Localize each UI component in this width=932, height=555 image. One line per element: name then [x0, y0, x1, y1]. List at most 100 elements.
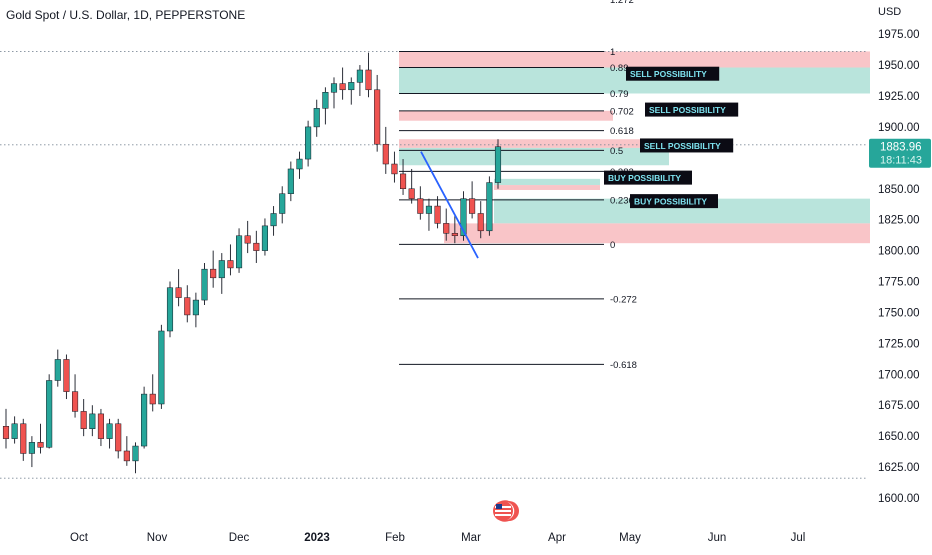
- candle[interactable]: [261, 225, 268, 251]
- candle[interactable]: [123, 450, 130, 462]
- candle[interactable]: [382, 143, 389, 165]
- annotation-label[interactable]: [640, 138, 734, 153]
- candle[interactable]: [330, 83, 338, 93]
- candle[interactable]: [451, 233, 458, 237]
- candle[interactable]: [184, 297, 191, 316]
- candle[interactable]: [287, 168, 294, 194]
- y-tick-label: 1950.00: [878, 60, 920, 72]
- candle[interactable]: [54, 359, 61, 381]
- x-tick-label: Jun: [708, 532, 727, 544]
- annotation-text: BUY POSSIBILITY: [608, 173, 681, 183]
- candle[interactable]: [158, 330, 165, 405]
- candle[interactable]: [20, 423, 27, 454]
- annotation-label[interactable]: [630, 194, 718, 209]
- candle[interactable]: [408, 188, 415, 199]
- candle[interactable]: [106, 423, 113, 439]
- last-price-tag: [869, 138, 931, 168]
- fib-level-label: 0.79: [610, 89, 629, 100]
- candle[interactable]: [115, 423, 122, 452]
- fib-level-label: 0.618: [610, 126, 634, 137]
- annotation-text: BUY POSSIBILITY: [634, 197, 707, 207]
- y-tick-label: 1750.00: [878, 307, 920, 319]
- candle[interactable]: [89, 413, 96, 429]
- annotation-label[interactable]: [645, 102, 739, 117]
- candle[interactable]: [166, 287, 174, 332]
- fib-level-label: 0: [610, 240, 615, 251]
- x-tick-label: Feb: [385, 532, 405, 544]
- candle[interactable]: [149, 393, 156, 405]
- candle[interactable]: [417, 198, 424, 214]
- candle[interactable]: [339, 83, 346, 91]
- fib-zone: [399, 147, 669, 166]
- candle[interactable]: [253, 242, 260, 251]
- fib-level-label: -0.272: [610, 294, 637, 305]
- candle[interactable]: [460, 198, 467, 237]
- candle[interactable]: [270, 213, 277, 227]
- candle[interactable]: [244, 235, 251, 244]
- y-tick-label: 1925.00: [878, 91, 920, 103]
- candle[interactable]: [434, 205, 441, 224]
- candle[interactable]: [296, 158, 303, 170]
- candle[interactable]: [477, 213, 484, 232]
- candle[interactable]: [218, 260, 225, 279]
- candle[interactable]: [141, 393, 148, 447]
- annotation-text: SELL POSSIBILITY: [644, 141, 721, 151]
- candle[interactable]: [374, 89, 381, 145]
- candle[interactable]: [2, 426, 10, 439]
- candle[interactable]: [322, 92, 329, 109]
- candle[interactable]: [63, 359, 70, 392]
- candle[interactable]: [236, 235, 243, 269]
- candle[interactable]: [227, 260, 234, 269]
- candle[interactable]: [494, 146, 502, 183]
- annotation-label[interactable]: [626, 66, 720, 81]
- candle[interactable]: [469, 198, 476, 214]
- fib-level-label: 0.89: [610, 63, 629, 74]
- candle[interactable]: [365, 69, 372, 91]
- x-tick-label: 2023: [304, 532, 330, 544]
- candle[interactable]: [11, 423, 18, 439]
- x-tick-label: Nov: [147, 532, 168, 544]
- candle[interactable]: [443, 223, 450, 234]
- annotation-text: SELL POSSIBILITY: [630, 69, 707, 79]
- candle[interactable]: [28, 442, 35, 454]
- currency-label: USD: [878, 6, 902, 18]
- fib-zone: [444, 223, 870, 244]
- candle[interactable]: [313, 108, 320, 128]
- candle[interactable]: [37, 442, 44, 448]
- y-tick-label: 1700.00: [878, 369, 920, 381]
- candle[interactable]: [356, 69, 363, 83]
- candle[interactable]: [425, 205, 432, 214]
- annotation-label[interactable]: [604, 170, 692, 185]
- candle[interactable]: [80, 411, 87, 429]
- y-tick-label: 1725.00: [878, 338, 920, 350]
- y-tick-label: 1600.00: [878, 493, 920, 505]
- candle[interactable]: [348, 82, 355, 91]
- candle[interactable]: [175, 287, 182, 298]
- candle[interactable]: [210, 268, 217, 279]
- y-tick-label: 1800.00: [878, 246, 920, 258]
- annotation-text: SELL POSSIBILITY: [649, 105, 726, 115]
- candle[interactable]: [192, 299, 199, 316]
- fib-level-label: 1: [610, 47, 615, 58]
- candle[interactable]: [391, 163, 398, 175]
- fib-level-label: 0.5: [610, 146, 623, 157]
- candle[interactable]: [279, 193, 286, 214]
- x-tick-label: Apr: [548, 532, 566, 544]
- candle[interactable]: [486, 182, 493, 232]
- candle[interactable]: [201, 268, 208, 301]
- candle[interactable]: [305, 126, 312, 160]
- y-tick-label: 1625.00: [878, 462, 920, 474]
- trendline[interactable]: [420, 151, 479, 259]
- fib-level-label: 1.272: [610, 0, 634, 6]
- candle[interactable]: [97, 413, 104, 439]
- y-tick-label: 1975.00: [878, 29, 920, 41]
- candle[interactable]: [46, 380, 53, 448]
- x-tick-label: May: [619, 532, 641, 544]
- candle[interactable]: [400, 173, 407, 190]
- x-tick-label: Dec: [229, 532, 250, 544]
- chart-title: Gold Spot / U.S. Dollar, 1D, PEPPERSTONE: [6, 8, 246, 22]
- candle[interactable]: [72, 391, 79, 412]
- candle[interactable]: [132, 445, 139, 462]
